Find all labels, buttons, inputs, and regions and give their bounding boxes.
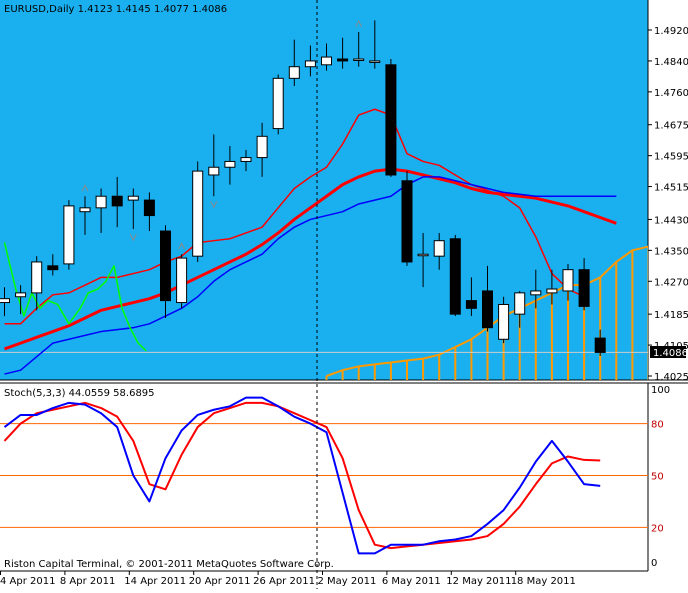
price-tick-label: 1.4595 (654, 152, 688, 163)
fractal-up-marker (355, 19, 363, 28)
stoch-panel (0, 383, 648, 571)
date-tick-label: 12 May 2011 (446, 576, 511, 587)
candle-bull (546, 288, 558, 294)
price-tick-label: 1.4920 (654, 26, 688, 37)
candle-bull (353, 58, 365, 61)
date-tick-label: 4 Apr 2011 (0, 576, 55, 587)
indicator-line-red-main (3, 167, 617, 351)
candle-bull (514, 292, 526, 315)
candle-bull (208, 166, 220, 176)
candle-bull (192, 170, 204, 257)
stoch-signal-line (3, 401, 601, 550)
indicator-line-red-upper (4, 108, 585, 325)
price-tick-label: 1.4515 (654, 183, 688, 194)
date-tick-label: 14 Apr 2011 (124, 576, 186, 587)
candle-bear (47, 265, 59, 271)
stoch-main-line (3, 396, 601, 555)
date-tick-label: 26 Apr 2011 (253, 576, 315, 587)
date-tick-label: 6 May 2011 (382, 576, 441, 587)
price-tick-label: 1.4840 (654, 57, 688, 68)
stoch-axis-label: 100 (651, 385, 670, 396)
price-plot (0, 19, 648, 380)
candle-bull (95, 195, 107, 209)
price-tick-label: 1.4025 (654, 372, 688, 383)
price-axis-strip (648, 0, 688, 382)
date-tick-label: 2 May 2011 (318, 576, 377, 587)
candle-bear (449, 238, 461, 315)
candle-bear (594, 337, 606, 353)
candle-bear (465, 300, 477, 309)
main-title: EURUSD,Daily 1.4123 1.4145 1.4077 1.4086 (4, 4, 227, 15)
fractal-down-marker (129, 233, 137, 242)
candle-bear (143, 199, 155, 217)
date-tick-label: 20 Apr 2011 (189, 576, 251, 587)
candle-bear (482, 290, 493, 329)
candle-bull (304, 60, 316, 68)
candle-bear (160, 230, 171, 302)
current-price-box (650, 346, 686, 358)
candle-bull (562, 269, 574, 292)
price-tick-label: 1.4350 (654, 246, 688, 257)
candle-bull (63, 205, 75, 265)
date-tick-label: 8 Apr 2011 (60, 576, 115, 587)
candle-bull (127, 195, 139, 201)
candle-bull (417, 253, 429, 257)
current-price-label: 1.4086 (653, 348, 688, 359)
fractal-down-marker (210, 201, 218, 209)
candle-bull (176, 257, 188, 304)
candle-bull (15, 292, 27, 298)
indicator-line-blue-lower (4, 176, 617, 375)
candle-bull (240, 157, 252, 162)
stoch-level-label: 50 (651, 472, 664, 483)
candle-bear (385, 64, 397, 176)
stoch-level-label: 80 (651, 420, 664, 431)
indicator-line-green (3, 242, 147, 352)
price-tick-label: 1.4185 (654, 310, 688, 321)
candle-bull (0, 298, 10, 304)
price-tick-label: 1.4430 (654, 215, 688, 226)
candle-bull (31, 261, 43, 294)
candle-bull (369, 60, 381, 63)
stoch-title: Stoch(5,3,3) 44.0559 58.6895 (4, 388, 155, 399)
candle-bull (79, 207, 91, 213)
fractal-up-marker (178, 242, 186, 250)
candle-bull (433, 240, 445, 257)
stoch-level-label: 20 (651, 523, 664, 534)
candle-bear (401, 180, 413, 263)
date-tick-label: 18 May 2011 (511, 576, 576, 587)
stoch-plot: 80 50 20 (0, 396, 664, 555)
candle-bear (111, 195, 123, 207)
candle-bull (272, 77, 284, 130)
price-tick-label: 1.4270 (654, 277, 688, 288)
candle-bull (321, 56, 332, 66)
price-tick-label: 1.4760 (654, 88, 688, 99)
candle-bull (288, 66, 300, 79)
candle-bull (256, 135, 268, 159)
candle-bear (578, 269, 590, 307)
candle-bear (337, 58, 349, 62)
copyright-text: Riston Capital Terminal, © 2001-2011 Met… (4, 559, 334, 570)
candle-bull (224, 160, 236, 168)
price-tick-label: 1.4675 (654, 121, 688, 132)
candle-bull (498, 303, 510, 340)
candle-bull (530, 290, 542, 296)
axes: 1.4920 1.4840 1.4760 1.4675 1.4595 1.4515 1.44… (0, 26, 688, 587)
fractal-up-marker (81, 184, 89, 192)
stoch-axis-label: 0 (651, 558, 657, 569)
